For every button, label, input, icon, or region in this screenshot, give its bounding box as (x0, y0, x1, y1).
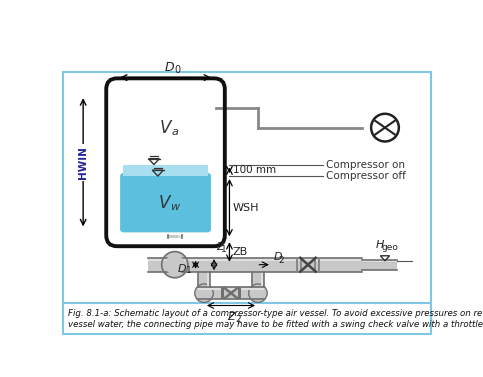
Text: 100 mm: 100 mm (232, 166, 276, 175)
Bar (300, 258, 302, 271)
Bar (123, 165, 208, 176)
Text: 1: 1 (221, 245, 227, 254)
Text: 2: 2 (236, 315, 241, 324)
Text: Z: Z (227, 313, 235, 322)
Text: 2: 2 (279, 256, 284, 265)
FancyBboxPatch shape (120, 173, 211, 232)
Bar (198, 287, 264, 299)
Text: D: D (165, 61, 174, 74)
Bar (261, 271, 264, 287)
Text: Compressor on: Compressor on (326, 159, 405, 170)
Circle shape (162, 251, 188, 278)
Circle shape (195, 284, 213, 302)
Text: a: a (171, 127, 179, 137)
Bar (221, 287, 224, 299)
Text: 1: 1 (186, 266, 192, 275)
Text: V: V (160, 120, 171, 137)
Text: Compressor off: Compressor off (326, 171, 406, 181)
Bar (148, 258, 362, 271)
Text: 0: 0 (174, 65, 180, 75)
Circle shape (165, 255, 185, 275)
FancyBboxPatch shape (63, 72, 431, 334)
Text: HWIN: HWIN (78, 146, 88, 179)
Circle shape (249, 284, 267, 302)
Text: V: V (158, 195, 170, 213)
Bar (123, 97, 208, 165)
Text: Z: Z (216, 242, 224, 251)
Text: ZB: ZB (232, 247, 248, 257)
Text: geo: geo (382, 244, 399, 252)
Text: D: D (273, 252, 282, 262)
Bar (148, 259, 362, 261)
Text: Fig. 8.1-a: Schematic layout of a compressor-type air vessel. To avoid excessive: Fig. 8.1-a: Schematic layout of a compre… (68, 310, 483, 329)
Bar (198, 288, 264, 290)
Bar (198, 271, 210, 287)
Bar (252, 271, 264, 287)
Text: D: D (178, 264, 186, 274)
Bar (362, 261, 397, 262)
Bar (238, 287, 241, 299)
Text: w: w (170, 202, 179, 212)
Bar (318, 258, 320, 271)
Text: H: H (376, 240, 384, 250)
Bar (207, 271, 210, 287)
Text: WSH: WSH (232, 203, 259, 213)
Bar (314, 258, 316, 271)
Bar (362, 260, 397, 270)
Bar (296, 258, 298, 271)
Bar (178, 235, 181, 238)
Bar (168, 235, 182, 238)
